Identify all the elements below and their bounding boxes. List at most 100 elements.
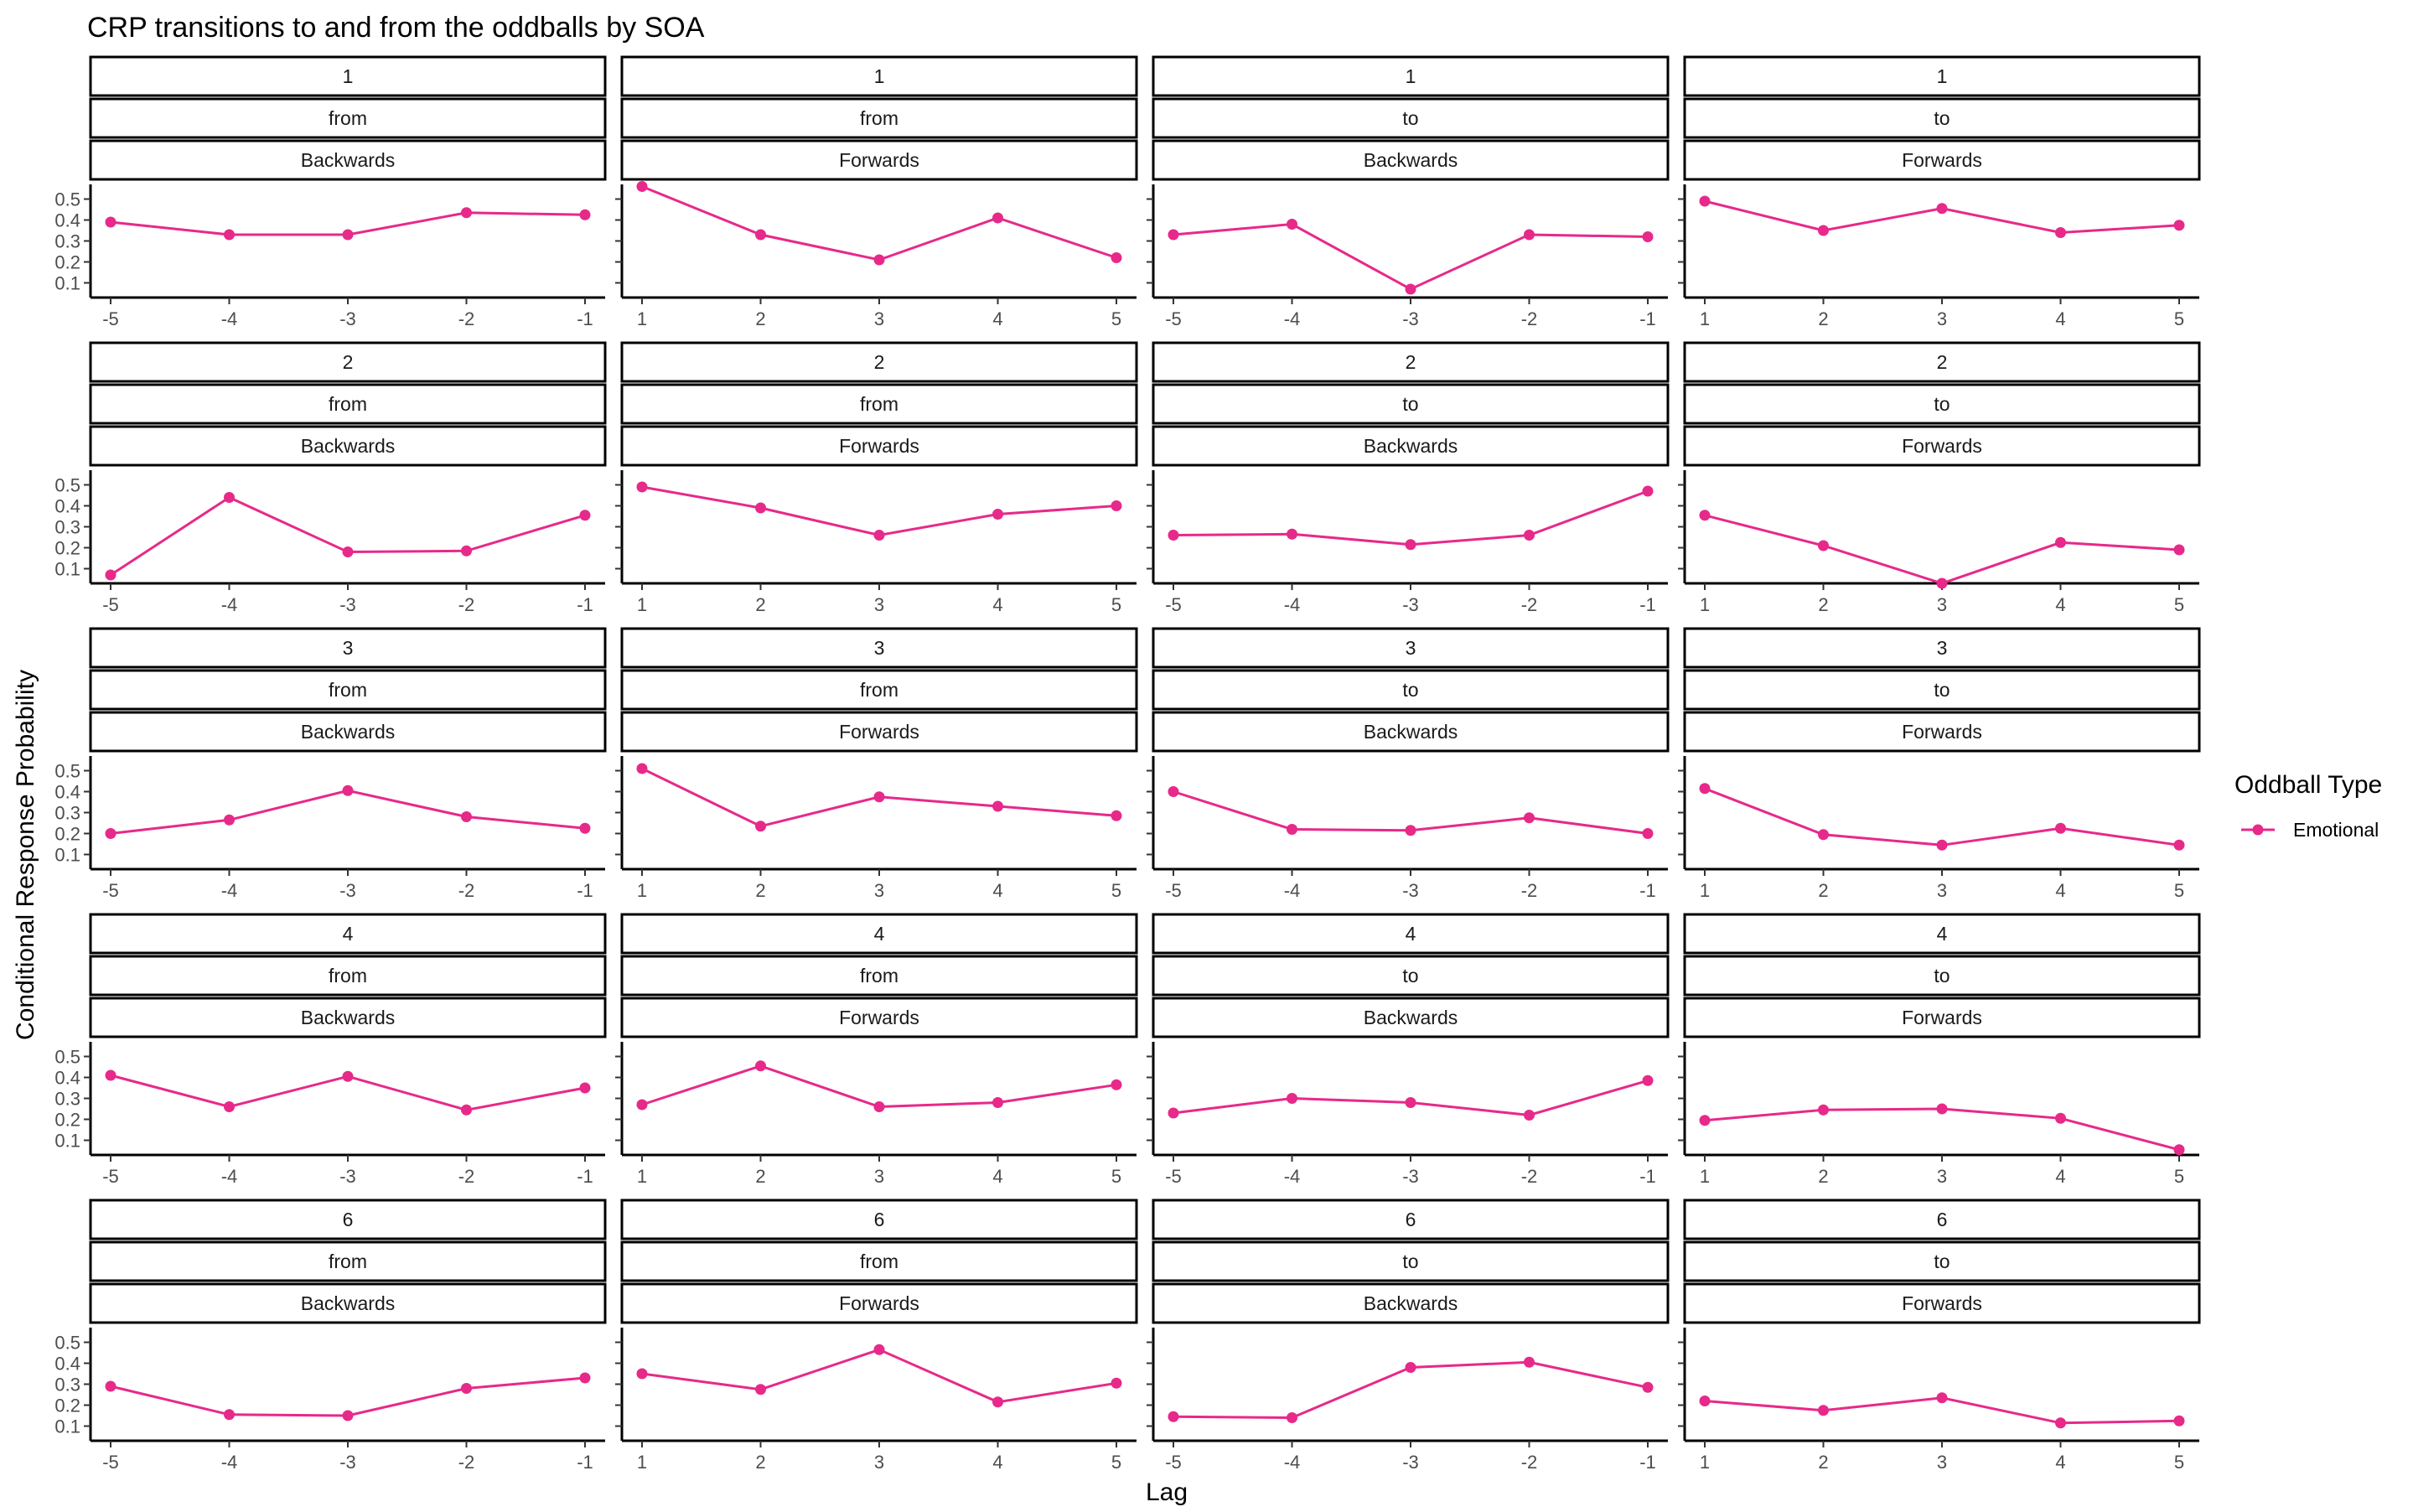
x-tick-label: -1 [1639, 1166, 1656, 1187]
data-point [342, 1410, 354, 1421]
x-tick-label: 3 [874, 1166, 884, 1187]
data-point [1642, 485, 1654, 497]
data-point [1936, 577, 1948, 589]
data-point [224, 229, 235, 241]
data-point [224, 492, 235, 503]
facet-strip-label: from [860, 965, 898, 986]
data-point [1111, 1377, 1122, 1389]
series-line-emotional [1173, 222, 1649, 291]
facet-strip [89, 139, 607, 181]
facet-strip [89, 55, 607, 97]
x-tick-label: 5 [2174, 308, 2184, 329]
series-line-emotional [1704, 514, 2180, 585]
data-point [1405, 539, 1416, 551]
data-point [461, 545, 472, 557]
data-point [105, 1069, 117, 1081]
facet-strip-label: Backwards [1364, 1292, 1458, 1314]
facet-strip [1683, 425, 2201, 467]
x-tick-label: 4 [2055, 1166, 2065, 1187]
x-tick-label: -4 [1284, 880, 1301, 901]
data-point [1287, 824, 1297, 835]
data-point [1699, 1395, 1711, 1406]
y-tick-label: 0.5 [54, 761, 80, 782]
facet-strip-label: from [329, 1251, 367, 1272]
data-point [873, 791, 885, 803]
x-tick-label: 3 [874, 308, 884, 329]
facet-strip [89, 913, 607, 955]
data-point [1818, 540, 1829, 551]
facet-strip [620, 669, 1138, 711]
x-tick-label: 3 [1937, 308, 1947, 329]
facet-panel-6-to-forwards: 6 to Forwards 1 2 3 4 5 [1678, 1199, 2201, 1473]
data-point [461, 1383, 472, 1394]
data-point [1524, 1356, 1535, 1368]
x-tick-label: -1 [577, 1452, 593, 1473]
data-point [342, 1070, 354, 1082]
y-tick-label: 0.3 [54, 1089, 80, 1110]
y-tick-label: 0.5 [54, 475, 80, 496]
facet-strip [89, 425, 607, 467]
data-point [224, 1101, 235, 1112]
facet-strip [620, 913, 1138, 955]
y-tick-label: 0.5 [54, 1047, 80, 1068]
facet-strip [89, 383, 607, 425]
facet-strip [620, 1199, 1138, 1240]
facet-strip-label: 2 [343, 351, 354, 373]
x-tick-label: -5 [102, 1452, 119, 1473]
facet-strip-label: Forwards [839, 1007, 919, 1028]
facet-strip-label: from [329, 679, 367, 701]
x-tick-label: -3 [339, 308, 356, 329]
data-point [342, 546, 354, 557]
data-point [1168, 229, 1179, 241]
data-point [579, 822, 591, 834]
facet-strip [1152, 1240, 1670, 1282]
facet-strip-label: 4 [1937, 923, 1948, 945]
y-tick-label: 0.1 [54, 1416, 80, 1437]
data-point [579, 1082, 591, 1094]
facet-strip-label: from [860, 107, 898, 129]
data-point [755, 502, 766, 514]
data-point [579, 510, 591, 521]
legend-key-point [2252, 824, 2264, 836]
facet-strip-label: Forwards [1902, 1007, 1982, 1028]
series-line-emotional [641, 485, 1117, 537]
x-tick-label: 2 [1818, 880, 1828, 901]
facet-strip [1683, 383, 2201, 425]
facet-strip [1152, 627, 1670, 669]
legend: Oddball Type Emotional [2234, 771, 2382, 841]
facet-strip [89, 341, 607, 383]
data-point [755, 229, 766, 241]
data-point [105, 1380, 117, 1392]
facet-strip-label: 3 [1406, 637, 1416, 659]
facet-strip [620, 997, 1138, 1038]
data-point [1642, 828, 1654, 839]
data-point [105, 216, 117, 228]
x-tick-label: 1 [637, 1166, 647, 1187]
facet-strip-label: from [860, 393, 898, 415]
data-point [1818, 225, 1829, 236]
data-point [1936, 1392, 1948, 1404]
x-tick-label: -5 [1165, 880, 1182, 901]
facet-strip [620, 711, 1138, 753]
data-point [636, 481, 648, 493]
facet-strip-label: from [860, 1251, 898, 1272]
data-point [1818, 1405, 1829, 1416]
data-point [105, 569, 117, 581]
series-line-emotional [110, 789, 586, 835]
data-point [1111, 252, 1122, 263]
x-tick-label: -3 [339, 880, 356, 901]
y-tick-label: 0.5 [54, 189, 80, 210]
facet-strip [1152, 997, 1670, 1038]
x-tick-label: 1 [1700, 880, 1710, 901]
x-tick-label: 1 [1700, 1166, 1710, 1187]
facet-strip [1683, 1282, 2201, 1324]
data-point [461, 207, 472, 219]
facet-panel-3-from-backwards: 3 from Backwards 0.10.20.30.40.5 -5 -4 -3 -2 -1 [54, 627, 607, 901]
series-line-emotional [641, 1348, 1117, 1404]
data-point [2173, 544, 2185, 556]
series-line-emotional [110, 1376, 586, 1417]
facet-strip-label: Backwards [1364, 1007, 1458, 1028]
facet-strip [620, 383, 1138, 425]
x-tick-label: 3 [874, 880, 884, 901]
data-point [1699, 510, 1711, 521]
